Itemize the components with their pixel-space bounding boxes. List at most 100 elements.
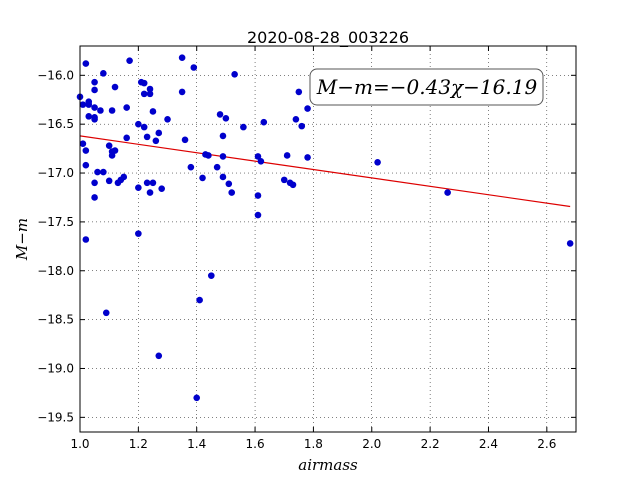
data-point	[94, 168, 101, 176]
data-point	[85, 113, 93, 120]
data-point	[219, 132, 227, 140]
data-point	[199, 174, 206, 182]
data-point	[219, 173, 227, 181]
x-tick-label: 2.4	[479, 437, 498, 451]
data-point	[100, 70, 107, 77]
data-point	[146, 85, 154, 93]
data-point	[91, 86, 98, 94]
data-point	[120, 173, 128, 181]
data-point	[111, 147, 119, 154]
data-point	[292, 115, 300, 123]
fit-annotation: M−m=−0.43χ−16.19	[309, 68, 544, 106]
fit-line-layer	[79, 135, 571, 208]
data-point	[222, 115, 230, 122]
data-point	[283, 152, 291, 159]
data-point	[304, 105, 311, 112]
data-point	[178, 88, 186, 96]
data-point	[111, 83, 119, 91]
data-point	[289, 181, 297, 189]
data-point	[143, 179, 151, 187]
annotation-box	[309, 68, 544, 106]
data-point	[207, 272, 215, 279]
data-point	[102, 309, 110, 317]
x-tick-label: 1.6	[246, 437, 265, 451]
y-axis-label: M−m	[13, 218, 31, 261]
x-tick-label: 1.4	[187, 437, 206, 451]
data-point	[91, 78, 98, 86]
data-point	[108, 107, 116, 114]
data-point	[181, 136, 189, 144]
data-point	[240, 123, 247, 131]
annotation-text: M−m=−0.43χ−16.19	[316, 75, 538, 99]
data-point	[298, 122, 306, 130]
data-point	[164, 115, 171, 123]
data-point	[374, 158, 381, 166]
data-point	[254, 192, 262, 199]
data-point	[79, 101, 87, 108]
data-point	[260, 118, 268, 126]
x-tick-label: 1.8	[304, 437, 323, 451]
x-tick-label: 1.0	[70, 437, 89, 451]
y-tick-label: −17.0	[37, 166, 74, 180]
chart-title: 2020-08-28_003226	[247, 28, 409, 48]
data-point	[108, 152, 116, 159]
y-tick-label: −17.5	[37, 215, 74, 229]
x-tick-labels: 1.0 1.2 1.4 1.6 1.8 2.0 2.2 2.4 2.6	[70, 437, 556, 451]
data-point	[135, 120, 142, 128]
data-point	[146, 90, 154, 98]
data-point	[295, 88, 303, 96]
y-tick-label: −16.0	[37, 68, 74, 82]
data-point	[82, 161, 90, 169]
data-point	[196, 296, 203, 304]
data-point	[123, 104, 130, 111]
x-tick-label: 2.0	[362, 437, 381, 451]
data-point	[79, 140, 87, 148]
data-point	[123, 134, 130, 142]
data-point	[140, 79, 148, 87]
data-point	[155, 129, 163, 137]
data-point	[187, 163, 195, 171]
axis-ticks	[79, 46, 576, 432]
y-tick-labels: −16.0 −16.5 −17.0 −17.5 −18.0 −18.5 −19.0 −19.5	[37, 68, 74, 424]
y-tick-label: −18.5	[37, 313, 74, 327]
y-tick-label: −16.5	[37, 117, 74, 131]
data-point	[91, 179, 98, 187]
x-tick-label: 1.2	[129, 437, 148, 451]
data-point	[280, 176, 288, 184]
data-points	[76, 54, 574, 402]
data-point	[126, 57, 133, 64]
data-point	[105, 142, 113, 149]
data-point	[100, 168, 107, 176]
x-tick-label: 2.2	[421, 437, 440, 451]
data-point	[225, 180, 233, 188]
data-point	[219, 153, 227, 160]
data-point	[82, 147, 90, 154]
data-point	[158, 185, 165, 192]
data-point	[444, 189, 451, 196]
data-point	[304, 154, 311, 161]
data-point	[254, 211, 262, 219]
data-point	[155, 352, 163, 360]
y-tick-label: −19.5	[37, 410, 74, 424]
data-point	[105, 177, 113, 185]
data-point	[91, 194, 98, 201]
data-point	[82, 236, 90, 243]
data-point	[91, 104, 98, 111]
data-point	[91, 115, 98, 123]
x-axis-label: airmass	[298, 456, 358, 474]
plot-frame	[79, 45, 577, 433]
fit-line	[79, 135, 571, 208]
y-tick-label: −18.0	[37, 264, 74, 278]
data-point	[146, 189, 154, 196]
data-point	[97, 107, 104, 114]
data-point	[228, 189, 236, 196]
data-point	[82, 60, 90, 67]
data-point	[85, 98, 93, 106]
data-point	[257, 158, 265, 165]
x-tick-label: 2.6	[537, 437, 556, 451]
data-point	[213, 163, 221, 171]
data-point	[254, 153, 262, 160]
data-point	[135, 230, 142, 237]
data-point	[193, 394, 201, 402]
